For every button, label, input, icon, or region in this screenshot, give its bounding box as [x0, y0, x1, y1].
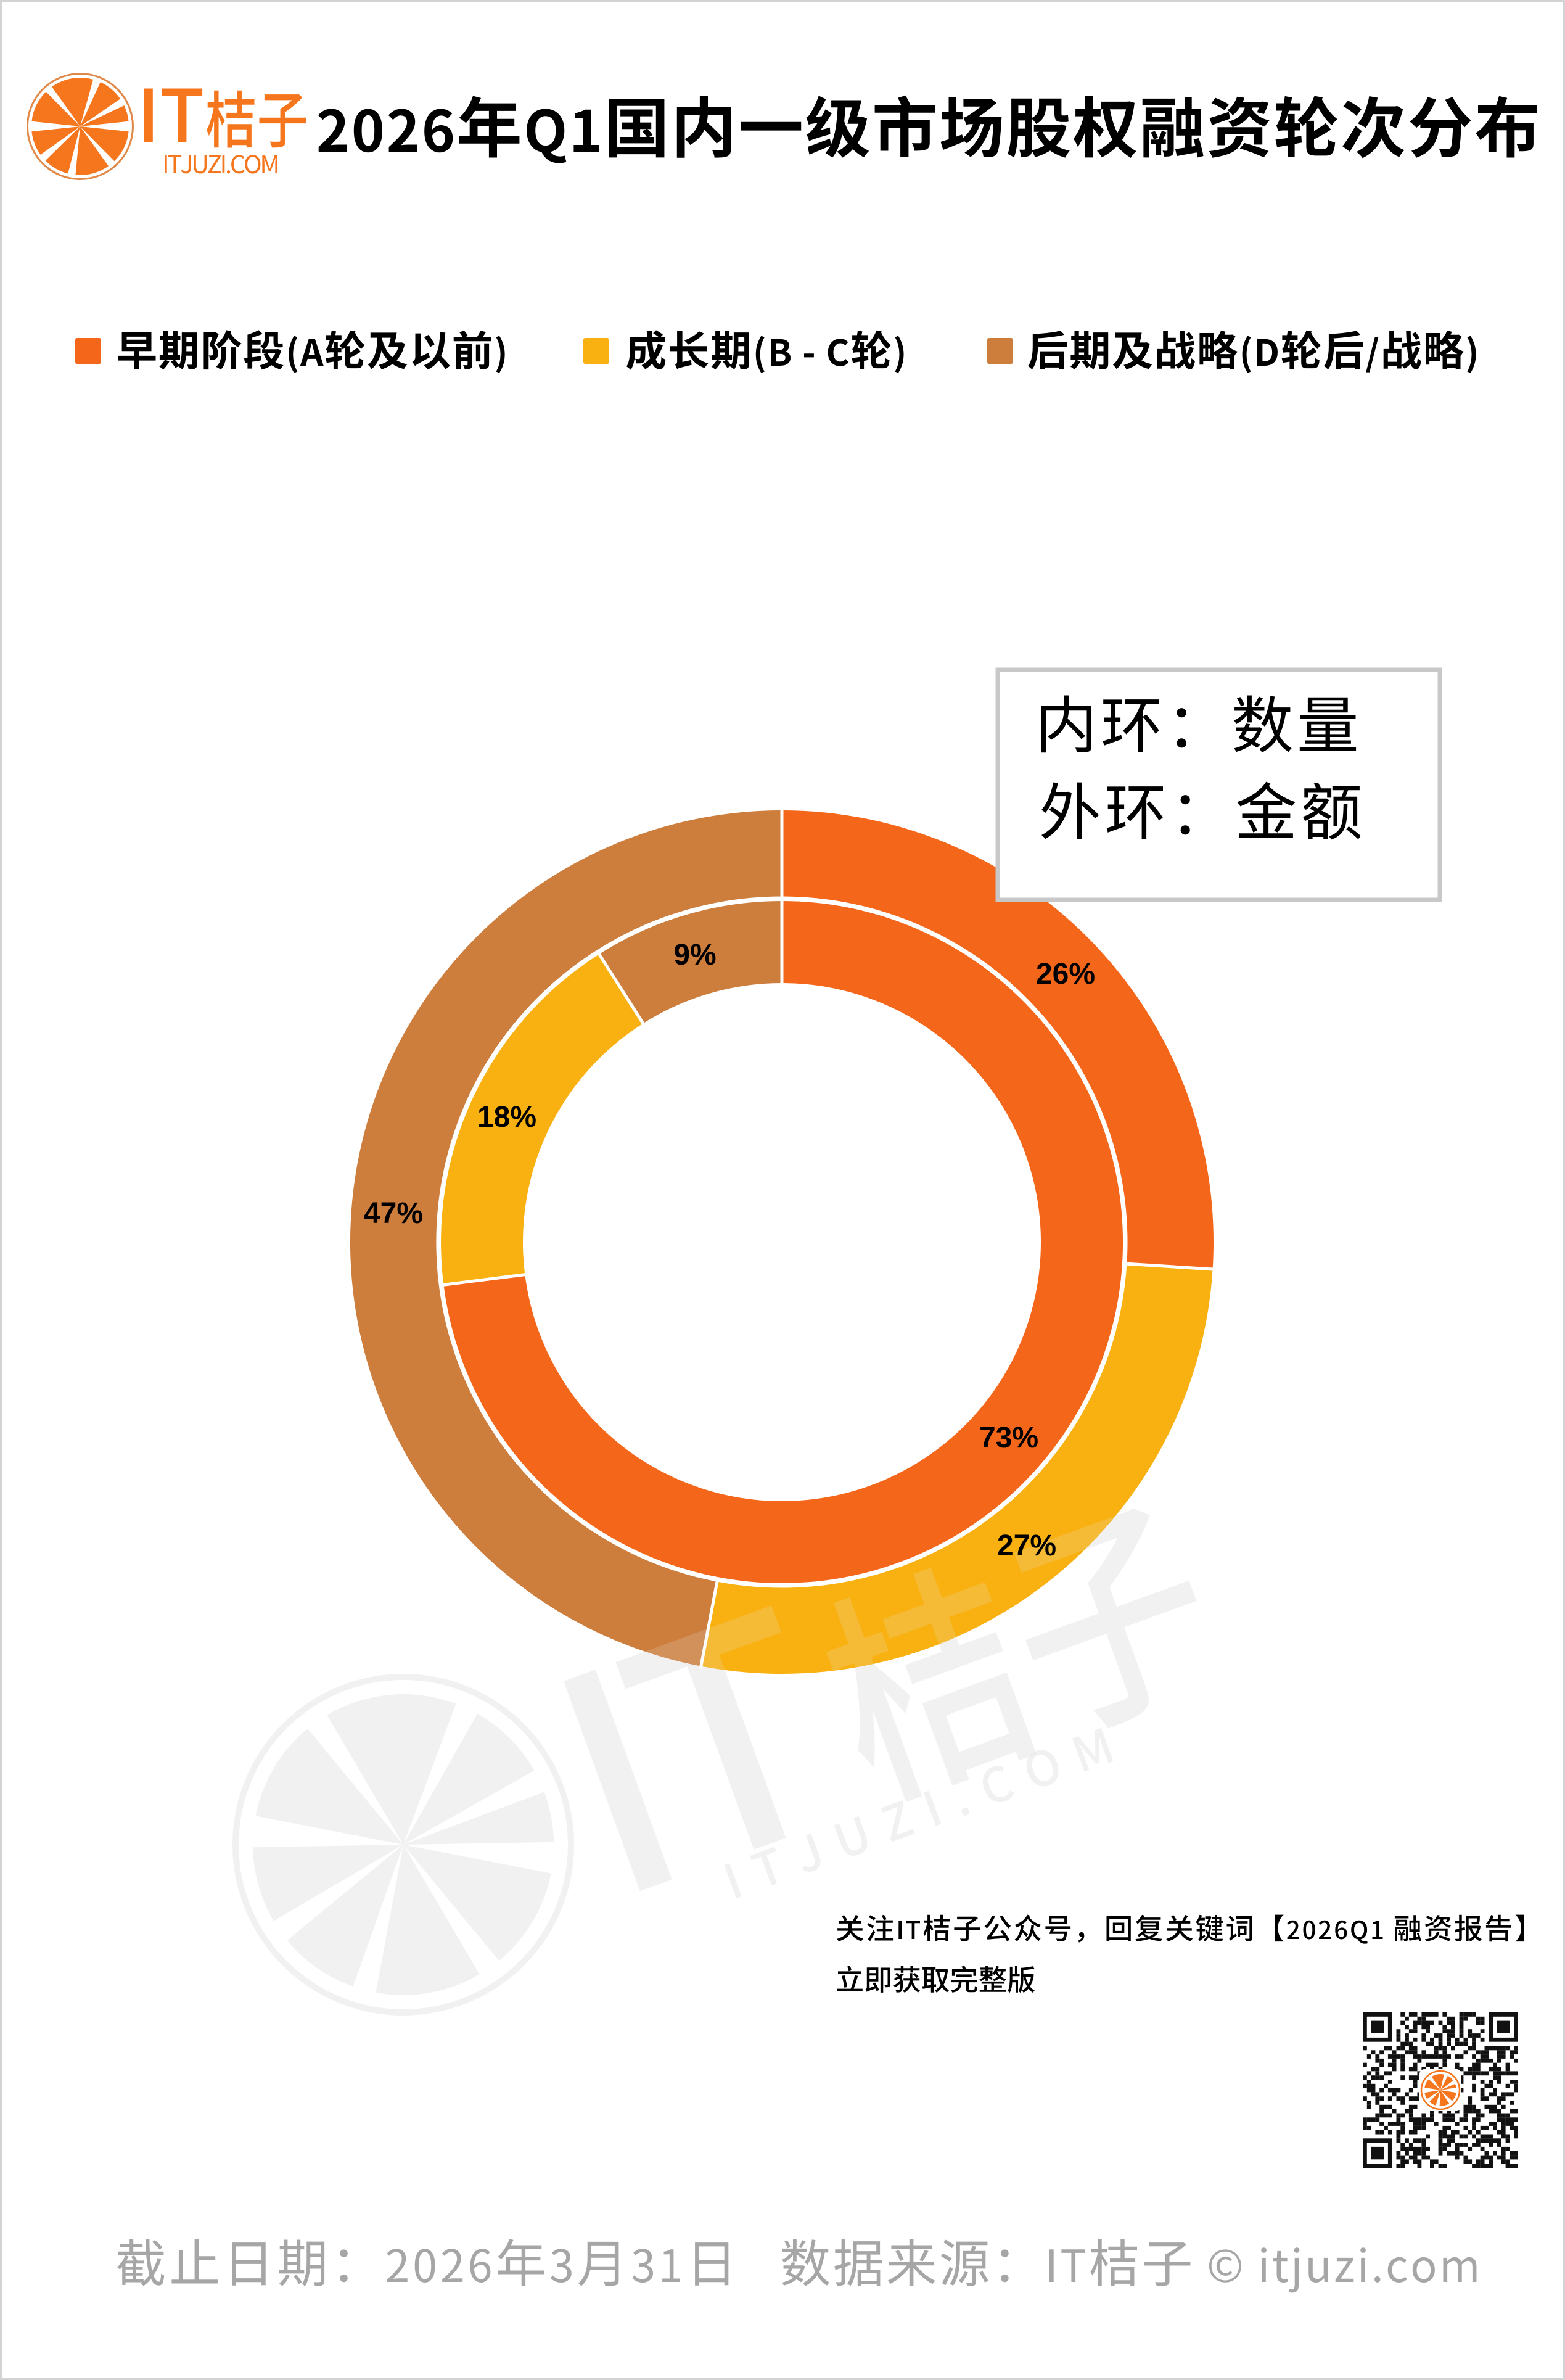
svg-text:26%: 26%	[1036, 958, 1095, 990]
svg-text:73%: 73%	[979, 1422, 1038, 1454]
svg-text:9%: 9%	[673, 939, 716, 971]
svg-text:27%: 27%	[997, 1530, 1056, 1562]
svg-text:18%: 18%	[477, 1101, 536, 1134]
svg-text:47%: 47%	[364, 1197, 423, 1230]
